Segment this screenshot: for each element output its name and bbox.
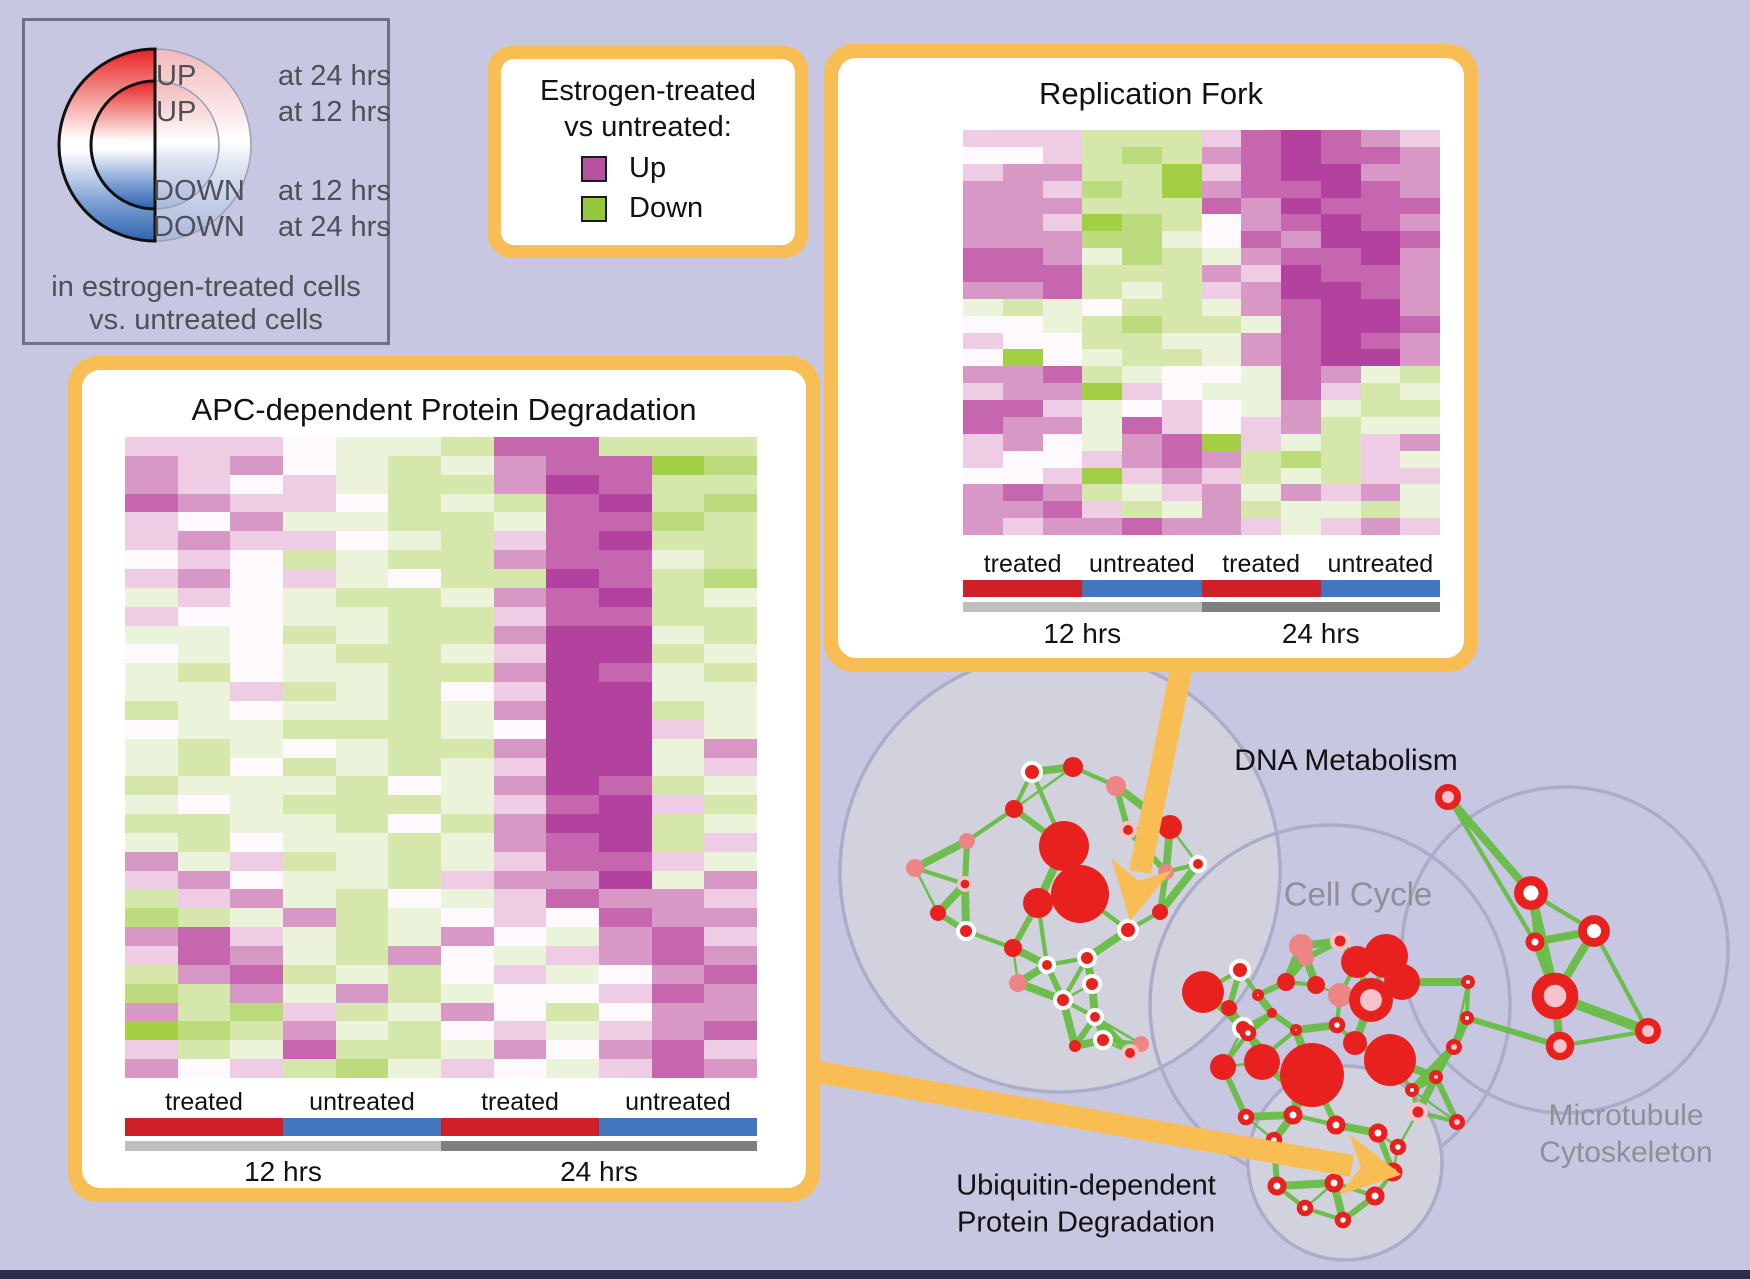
replication-fork-title: Replication Fork (1039, 76, 1263, 111)
cluster-microtubule-cytoskeleton (1400, 785, 1730, 1115)
rf-group-labels: treated untreated treated untreated (983, 550, 1434, 578)
down-color-swatch (581, 195, 607, 222)
bottom-border-bar (0, 1270, 1750, 1279)
apc-condition-bars (125, 1118, 757, 1136)
label-cell-cycle: Cell Cycle (1284, 876, 1433, 913)
label-microtubule: Microtubule (1548, 1099, 1703, 1132)
rf-time-labels: 12 hrs 24 hrs (1043, 618, 1360, 649)
legend-down-12-dir: DOWN (153, 175, 245, 207)
legend-up-12-dir: UP (156, 96, 197, 128)
ring-legend-box: UP at 24 hrs UP at 12 hrs DOWN at 12 hrs… (22, 18, 391, 345)
color-key-box: Estrogen-treated vs untreated: Up Down (488, 46, 808, 258)
legend-footer-line1: in estrogen-treated cells (51, 271, 361, 303)
legend-footer-line2: vs. untreated cells (89, 304, 323, 336)
apc-title: APC-dependent Protein Degradation (191, 392, 697, 427)
up-label: Up (629, 152, 667, 184)
legend-down-24-dir: DOWN (153, 211, 245, 243)
rf-condition-bars (963, 580, 1440, 597)
label-ubiquitin-dependent: Ubiquitin-dependent (956, 1170, 1216, 1202)
apc-panel: APC-dependent Protein Degradation treate… (68, 356, 820, 1202)
label-dna-metabolism: DNA Metabolism (1234, 744, 1457, 777)
replication-fork-panel: Replication Fork treated untreated treate… (824, 44, 1478, 672)
legend-down-24-time: at 24 hrs (278, 211, 391, 243)
color-key-down-row: Down (501, 192, 795, 225)
apc-heatmap (125, 437, 757, 1078)
replication-fork-heatmap (963, 130, 1440, 535)
cluster-dna-metabolism (838, 650, 1282, 1094)
updown-ring-diagram (57, 47, 252, 243)
legend-down-12-time: at 12 hrs (278, 175, 391, 207)
apc-time-labels: 12 hrs 24 hrs (244, 1156, 638, 1187)
color-key-up-row: Up (501, 152, 795, 185)
legend-up-24-time: at 24 hrs (278, 60, 391, 92)
apc-group-labels: treated untreated treated untreated (165, 1088, 731, 1116)
label-cytoskeleton: Cytoskeleton (1539, 1136, 1712, 1169)
legend-up-24-dir: UP (156, 60, 197, 92)
rf-time-bars (963, 602, 1440, 612)
legend-up-12-time: at 12 hrs (278, 96, 391, 128)
up-color-swatch (581, 155, 607, 182)
color-key-title: Estrogen-treated vs untreated: (539, 75, 756, 143)
label-protein-degradation: Protein Degradation (957, 1207, 1215, 1239)
apc-time-bars (125, 1141, 757, 1151)
down-label: Down (629, 192, 704, 224)
